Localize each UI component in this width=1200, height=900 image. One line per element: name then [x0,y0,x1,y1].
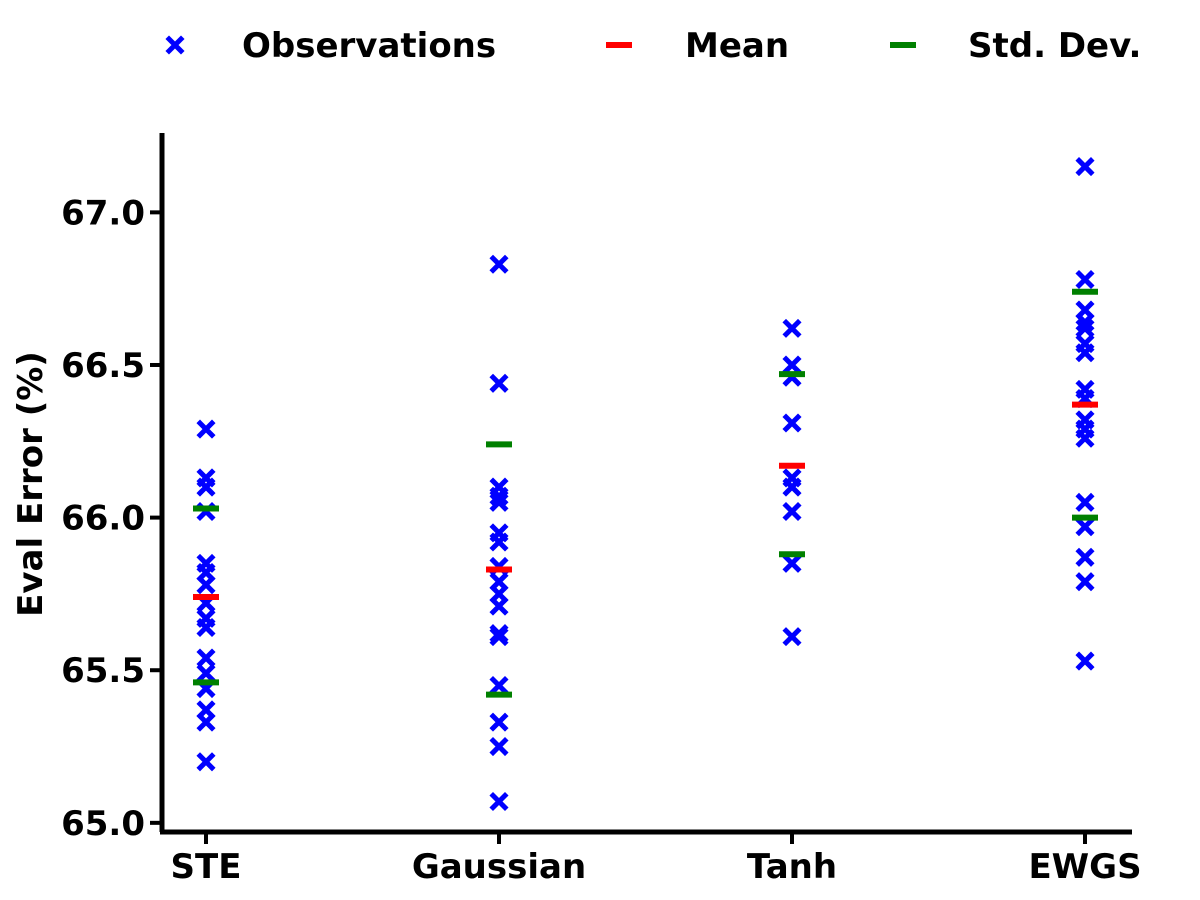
observation-point [782,553,802,573]
observation-point [1075,269,1095,290]
observation-point [1075,428,1095,448]
x-tick-label: STE [171,847,242,887]
y-tick-label: 66.0 [61,499,145,539]
legend-label: Observations [242,26,496,66]
observation-point [1075,651,1095,671]
observation-point [782,355,802,375]
observation-point [782,318,802,338]
observation-point [782,477,802,497]
y-tick-label: 65.0 [61,804,145,844]
observation-point [196,419,216,439]
observation-point [196,663,216,683]
observation-point [1075,343,1095,363]
legend: Observations Mean Std. Dev. [165,26,1141,66]
observation-point [1075,318,1095,338]
observation-point [196,563,216,583]
observation-point [1075,300,1095,320]
y-axis-label: Eval Error (%) [11,351,51,617]
y-tick-label: 65.5 [61,651,145,691]
x-tick-label: Tanh [747,847,837,887]
observation-point [1075,547,1095,567]
observation-point [489,596,509,616]
plot-area [193,157,1098,812]
observation-point [196,477,216,497]
observation-point [489,584,509,604]
observation-point [782,627,802,647]
y-tick-label: 66.5 [61,346,145,386]
observation-point [1075,157,1095,177]
observation-point [196,712,216,732]
x-tick-label: EWGS [1028,847,1141,887]
observation-point [782,501,802,522]
observation-point [489,532,509,552]
observation-point [489,736,509,757]
observation-point [196,648,216,668]
legend-label: Std. Dev. [968,26,1141,66]
observation-point [1075,517,1095,537]
observation-point [489,373,509,393]
axes: 65.0 65.5 66.0 66.5 67.0 STE Gaussian Tanh EWGS [61,133,1142,887]
legend-label: Mean [685,26,789,66]
observation-point [1075,492,1095,512]
observation-point [489,712,509,732]
observation-point [489,492,509,512]
observation-point [782,413,802,433]
observation-point [489,675,509,696]
x-tick-label: Gaussian [412,847,586,887]
y-tick-label: 67.0 [61,193,145,233]
observation-point [196,700,216,720]
legend-observations-marker [165,35,185,55]
observation-point [489,572,509,592]
observation-point [196,752,216,772]
observation-point [196,575,216,595]
observation-point [1075,572,1095,592]
observation-point [489,627,509,647]
observation-point [196,617,216,638]
observation-point [489,254,509,274]
observation-point [489,791,509,812]
